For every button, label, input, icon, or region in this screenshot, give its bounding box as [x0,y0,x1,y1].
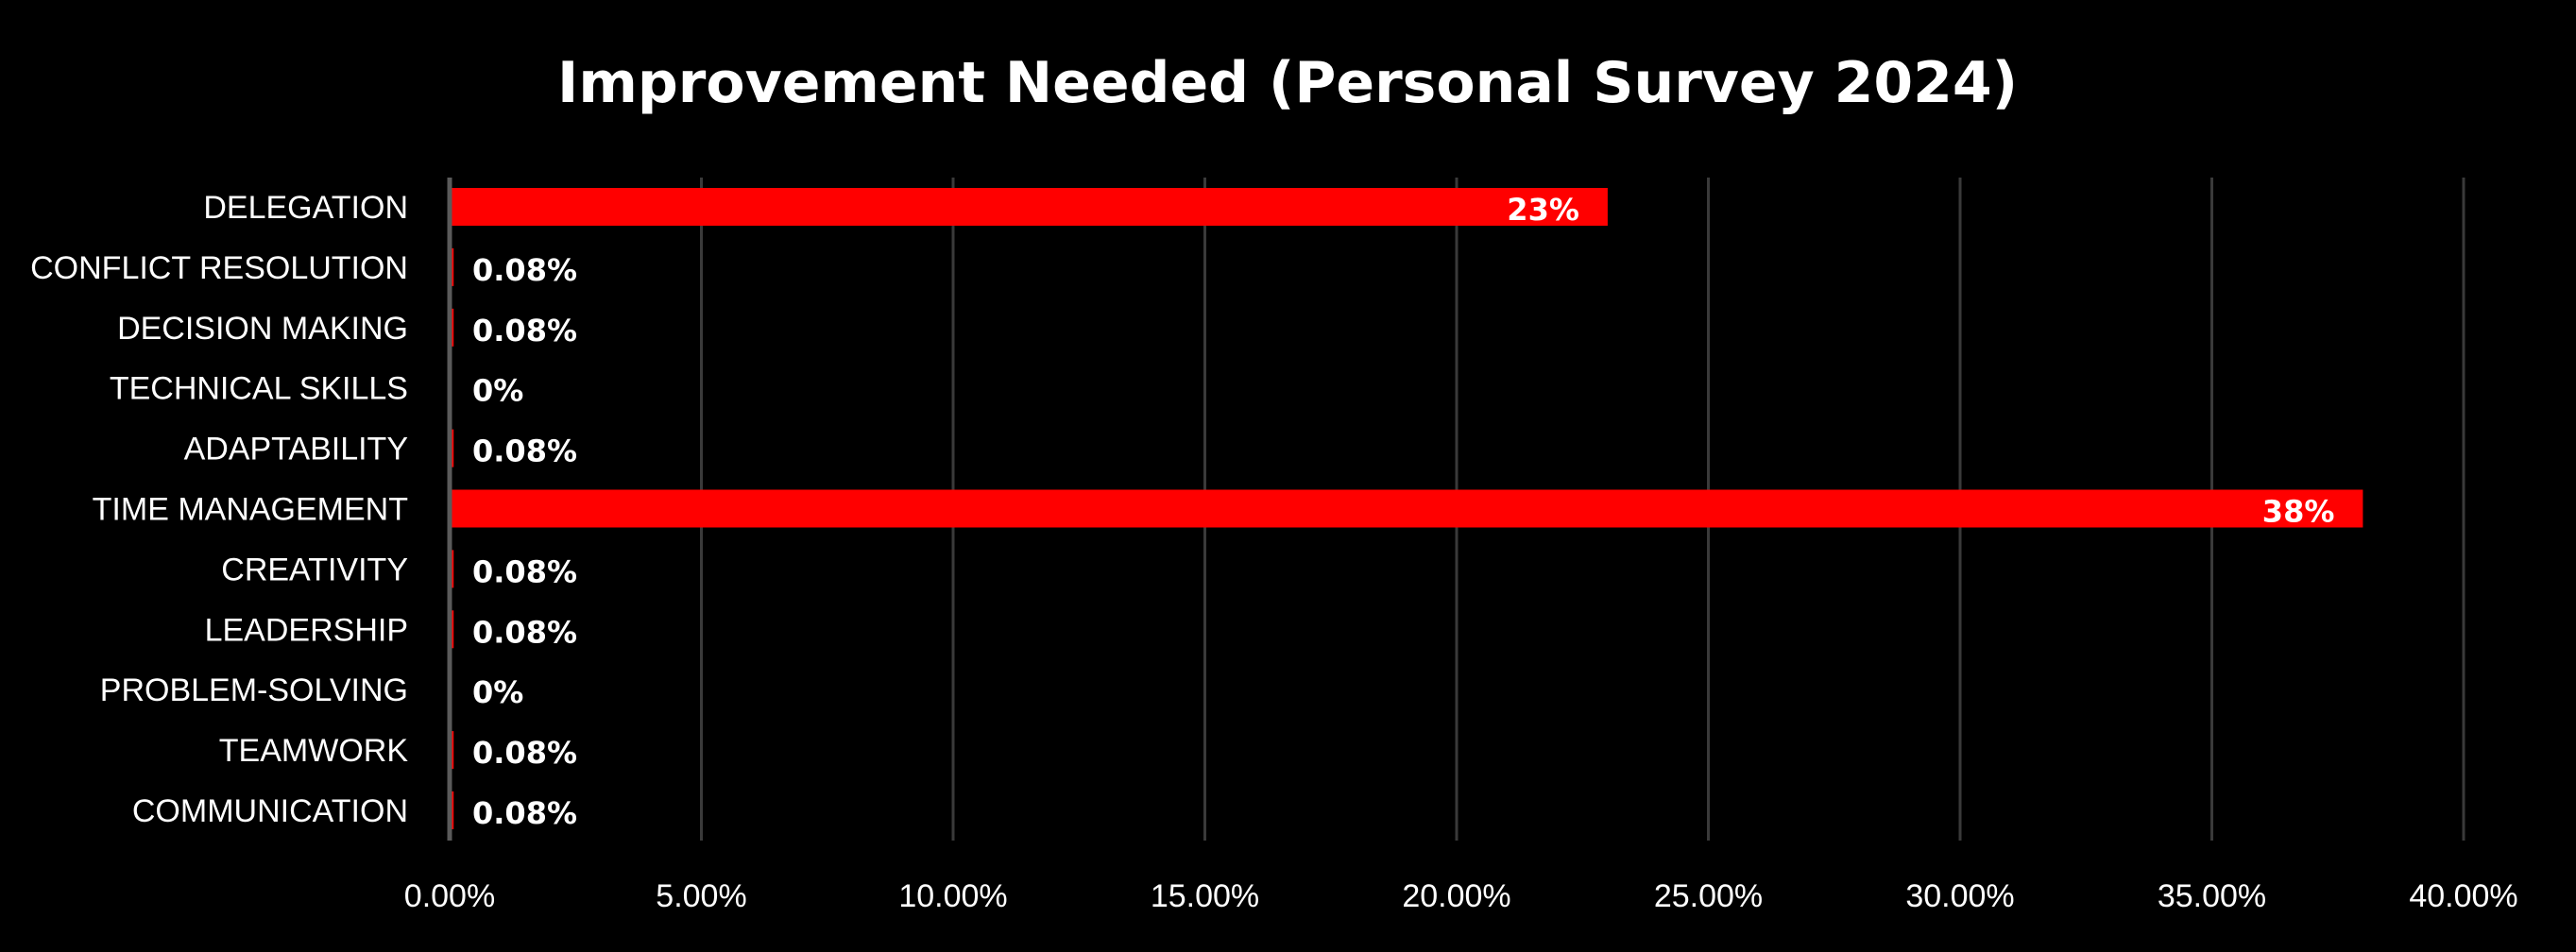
data-label: 0.08% [472,313,577,348]
category-labels: DELEGATION CONFLICT RESOLUTION DECISION MA… [30,190,408,829]
x-tick-label: 20.00% [1402,878,1510,914]
data-label: 0% [472,373,523,409]
category-label: TEAMWORK [219,733,409,769]
category-label: COMMUNICATION [132,793,408,829]
x-tick-label: 40.00% [2409,878,2517,914]
category-label: CREATIVITY [221,552,408,587]
category-label: ADAPTABILITY [184,432,408,468]
data-label: 0% [472,674,523,710]
data-label: 0.08% [472,735,577,771]
category-label: CONFLICT RESOLUTION [30,250,408,286]
category-label: TECHNICAL SKILLS [110,371,408,407]
data-label: 0.08% [472,795,577,831]
x-tick-label: 15.00% [1151,878,1259,914]
x-tick-label: 30.00% [1905,878,2014,914]
data-label: 38% [2262,494,2335,530]
x-tick-labels: 0.00% 5.00% 10.00% 15.00% 20.00% 25.00% 30.00%… [404,878,2518,914]
category-label: DELEGATION [203,190,408,226]
category-label: TIME MANAGEMENT [93,492,408,528]
category-label: LEADERSHIP [205,612,408,648]
chart-title: Improvement Needed (Personal Survey 2024… [557,50,2018,116]
data-label: 0.08% [472,434,577,469]
x-tick-label: 5.00% [656,878,746,914]
data-label: 0.08% [472,252,577,288]
data-label: 23% [1507,192,1579,228]
x-tick-label: 35.00% [2158,878,2266,914]
bars [450,188,2363,829]
data-labels: 23% 0.08% 0.08% 0% 0.08% 38% 0.08% 0.08% 0% 0.08%… [472,192,2334,831]
x-tick-label: 0.00% [404,878,495,914]
category-label: PROBLEM-SOLVING [100,672,408,708]
x-tick-label: 10.00% [898,878,1007,914]
bar [450,188,1608,226]
data-label: 0.08% [472,553,577,589]
data-label: 0.08% [472,614,577,650]
bar [450,489,2363,528]
category-label: DECISION MAKING [117,311,408,347]
x-tick-label: 25.00% [1654,878,1763,914]
